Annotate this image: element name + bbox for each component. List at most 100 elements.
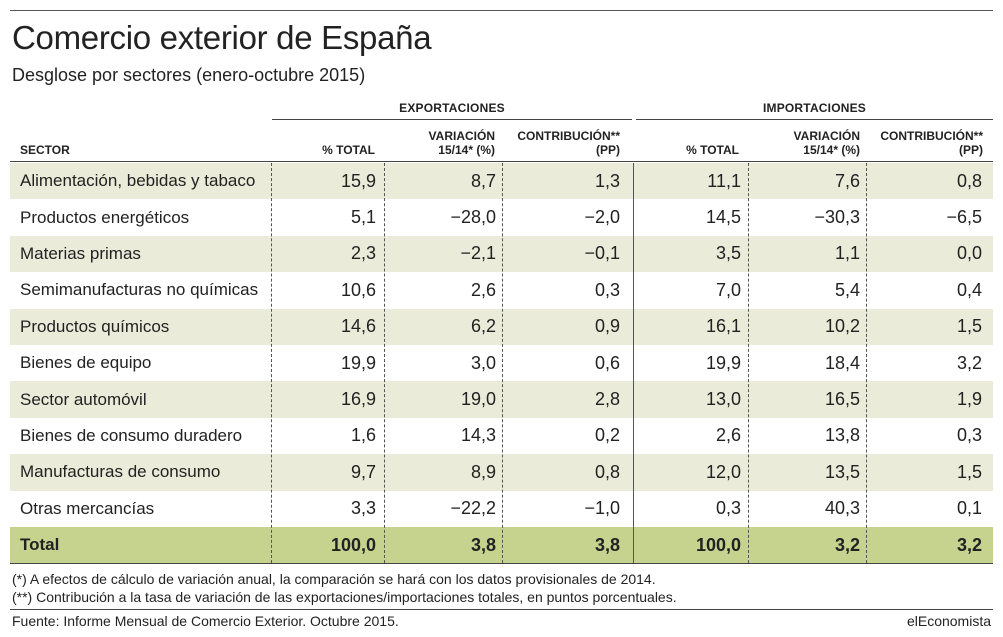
cell-sector: Sector automóvil — [20, 389, 147, 409]
cell-exp-total: 3,3 — [350, 498, 376, 519]
cell-exp-contrib: 3,8 — [594, 534, 620, 555]
cell-exp-total: 100,0 — [330, 534, 376, 555]
cell-imp-contrib: 1,5 — [956, 461, 982, 482]
cell-imp-var: −30,3 — [814, 207, 860, 228]
cell-exp-var: 19,0 — [460, 389, 496, 410]
table-row: Productos químicos 14,6 6,2 0,9 16,1 10,2 1,5 — [10, 308, 993, 345]
cell-imp-var: 5,4 — [834, 279, 860, 300]
col-header-exp-var-line1: VARIACIÓN — [428, 129, 495, 143]
column-divider — [866, 163, 867, 563]
col-header-exp-total: % TOTAL — [322, 143, 375, 157]
cell-exp-contrib: 0,2 — [594, 425, 620, 446]
cell-exp-contrib: 1,3 — [594, 170, 620, 191]
cell-sector: Productos energéticos — [20, 207, 190, 227]
group-divider — [633, 163, 634, 563]
column-divider — [384, 163, 385, 563]
col-header-exp-var: VARIACIÓN 15/14* (%) — [380, 129, 495, 157]
cell-exp-contrib: 0,8 — [594, 461, 620, 482]
cell-exp-total: 19,9 — [340, 352, 376, 373]
cell-exp-contrib: 0,9 — [594, 316, 620, 337]
col-header-sector: SECTOR — [20, 143, 70, 157]
cell-imp-var: 7,6 — [834, 170, 860, 191]
cell-exp-total: 10,6 — [340, 279, 376, 300]
cell-imp-var: 40,3 — [824, 498, 860, 519]
cell-imp-contrib: 1,5 — [956, 316, 982, 337]
table-row: Semimanufacturas no químicas 10,6 2,6 0,3 7,… — [10, 272, 993, 308]
cell-sector: Total — [20, 535, 60, 555]
cell-imp-contrib: −6,5 — [946, 207, 982, 228]
cell-exp-contrib: 0,3 — [594, 279, 620, 300]
cell-exp-total: 5,1 — [350, 207, 376, 228]
cell-imp-contrib: 0,8 — [956, 170, 982, 191]
group-label-exportaciones: EXPORTACIONES — [399, 101, 505, 115]
col-header-imp-var: VARIACIÓN 15/14* (%) — [745, 129, 860, 157]
footnote-1: (*) A efectos de cálculo de variación an… — [12, 571, 656, 587]
cell-exp-contrib: −0,1 — [584, 243, 620, 264]
table-row: Bienes de equipo 19,9 3,0 0,6 19,9 18,4 3,2 — [10, 345, 993, 381]
col-header-exp-contrib-line1: CONTRIBUCIÓN** — [517, 129, 620, 143]
cell-exp-var: −28,0 — [450, 207, 496, 228]
col-header-exp-contrib-line2: (PP) — [596, 143, 620, 157]
cell-imp-total: 2,6 — [715, 425, 741, 446]
cell-imp-total: 19,9 — [705, 352, 741, 373]
cell-sector: Materias primas — [20, 243, 141, 263]
cell-imp-total: 0,3 — [715, 498, 741, 519]
cell-imp-var: 16,5 — [824, 389, 860, 410]
cell-exp-total: 16,9 — [340, 389, 376, 410]
table-row: Bienes de consumo duradero 1,6 14,3 0,2 2,6 1… — [10, 418, 993, 454]
table-row: Otras mercancías 3,3 −22,2 −1,0 0,3 40,3 0,1 — [10, 491, 993, 527]
cell-imp-var: 10,2 — [824, 316, 860, 337]
cell-exp-total: 15,9 — [340, 170, 376, 191]
cell-sector: Manufacturas de consumo — [20, 462, 221, 482]
column-divider — [271, 163, 272, 563]
top-rule — [10, 10, 993, 11]
col-header-imp-var-line1: VARIACIÓN — [793, 129, 860, 143]
cell-exp-var: 3,8 — [470, 534, 496, 555]
table-row: Sector automóvil 16,9 19,0 2,8 13,0 16,5 1,9 — [10, 381, 993, 418]
cell-sector: Otras mercancías — [20, 498, 155, 518]
col-header-imp-total: % TOTAL — [686, 143, 739, 157]
cell-imp-total: 12,0 — [705, 461, 741, 482]
chart-subtitle: Desglose por sectores (enero-octubre 201… — [12, 65, 366, 85]
cell-exp-contrib: −1,0 — [584, 498, 620, 519]
cell-exp-total: 14,6 — [340, 316, 376, 337]
column-divider — [748, 163, 749, 563]
col-header-imp-contrib: CONTRIBUCIÓN** (PP) — [865, 129, 983, 157]
cell-exp-contrib: −2,0 — [584, 207, 620, 228]
table-row: Alimentación, bebidas y tabaco 15,9 8,7 1,3… — [10, 163, 993, 200]
cell-imp-total: 14,5 — [705, 207, 741, 228]
col-header-imp-var-line2: 15/14* (%) — [803, 143, 860, 157]
cell-exp-var: 6,2 — [470, 316, 496, 337]
cell-imp-contrib: 0,1 — [956, 498, 982, 519]
cell-imp-var: 13,5 — [824, 461, 860, 482]
cell-sector: Productos químicos — [20, 316, 170, 336]
cell-exp-total: 9,7 — [350, 461, 376, 482]
cell-sector: Bienes de equipo — [20, 353, 152, 373]
cell-imp-contrib: 0,0 — [956, 243, 982, 264]
cell-imp-var: 1,1 — [834, 243, 860, 264]
col-header-imp-contrib-line2: (PP) — [959, 143, 983, 157]
group-label-importaciones: IMPORTACIONES — [762, 101, 867, 115]
table-row: Productos energéticos 5,1 −28,0 −2,0 14,5 −30… — [10, 199, 993, 235]
cell-imp-total: 7,0 — [715, 279, 741, 300]
table-row: Materias primas 2,3 −2,1 −0,1 3,5 1,1 0,0 — [10, 235, 993, 273]
cell-sector: Bienes de consumo duradero — [20, 425, 243, 445]
cell-exp-var: −2,1 — [460, 243, 496, 264]
footer-rule — [10, 609, 993, 610]
group-rule-importaciones — [636, 119, 993, 120]
cell-exp-var: −22,2 — [450, 498, 496, 519]
cell-imp-total: 13,0 — [705, 389, 741, 410]
cell-exp-var: 2,6 — [470, 279, 496, 300]
cell-imp-var: 18,4 — [824, 352, 860, 373]
cell-imp-total: 11,1 — [707, 170, 741, 191]
cell-imp-contrib: 0,4 — [956, 279, 982, 300]
cell-exp-var: 8,9 — [470, 461, 496, 482]
cell-sector: Alimentación, bebidas y tabaco — [20, 171, 256, 191]
table-row-total: Total 100,0 3,8 3,8 100,0 3,2 3,2 — [10, 526, 993, 564]
cell-imp-contrib: 1,9 — [956, 389, 982, 410]
cell-imp-total: 16,1 — [705, 316, 741, 337]
cell-exp-total: 1,6 — [350, 425, 376, 446]
cell-imp-var: 13,8 — [824, 425, 860, 446]
cell-exp-contrib: 2,8 — [594, 389, 620, 410]
table-body: Alimentación, bebidas y tabaco 15,9 8,7 1,3… — [10, 163, 993, 564]
